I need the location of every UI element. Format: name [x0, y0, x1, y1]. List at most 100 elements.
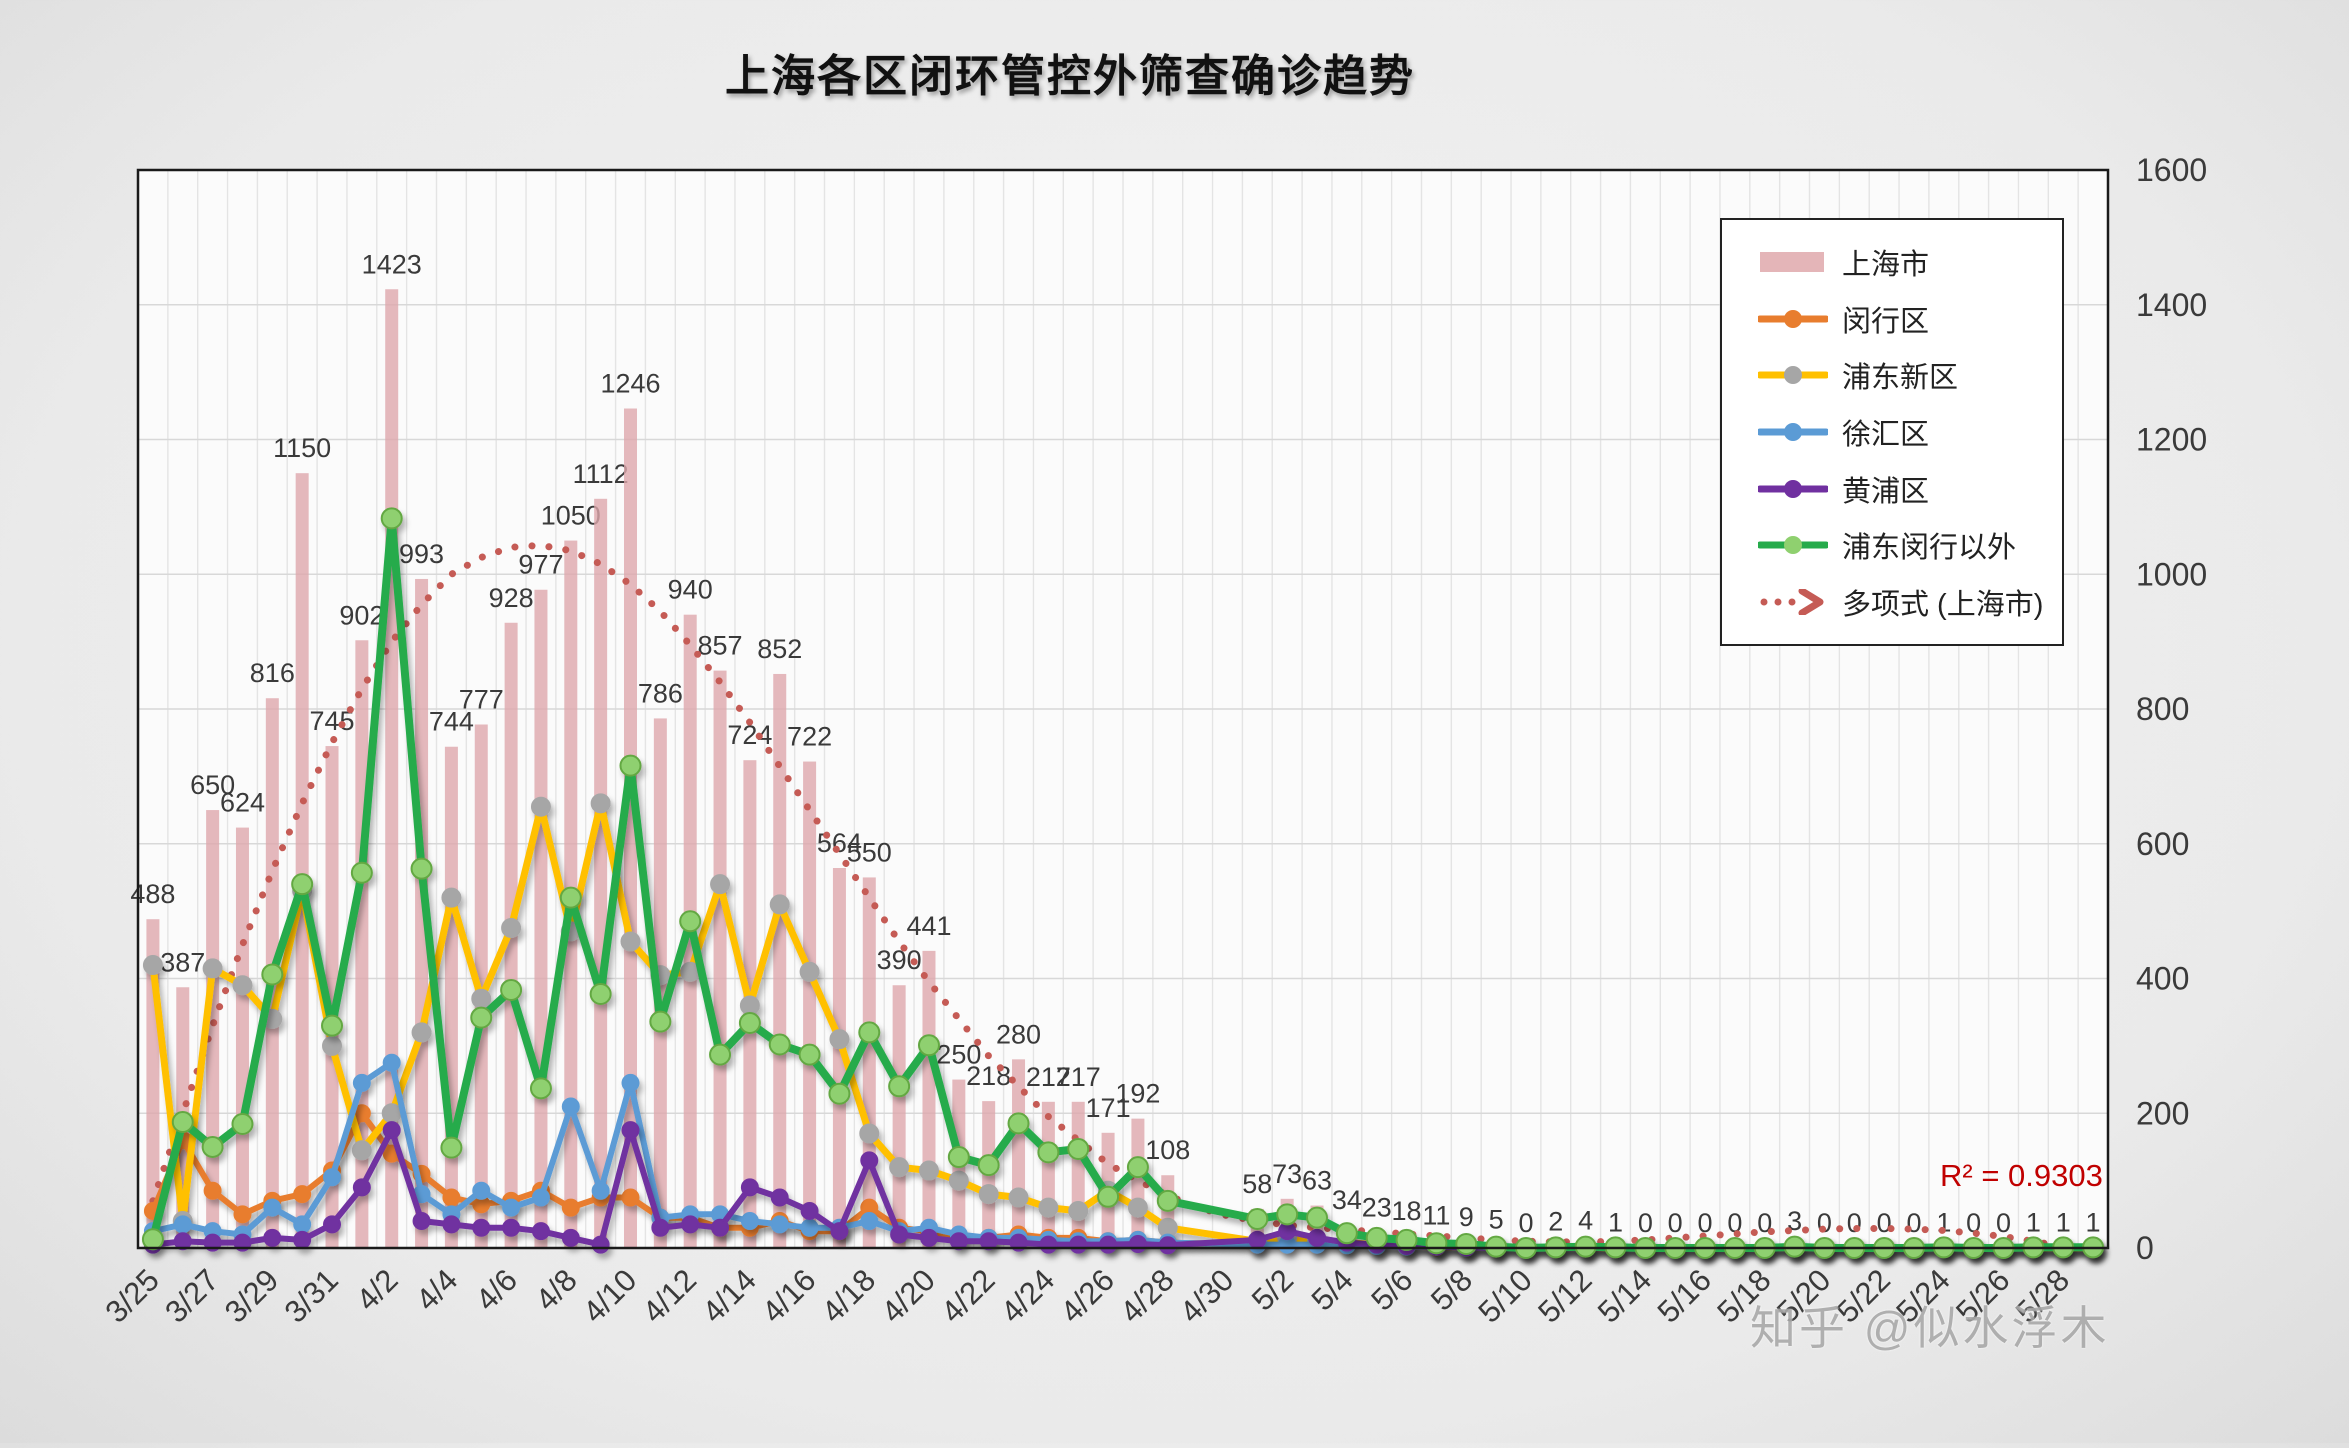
data-point [202, 958, 223, 979]
x-tick-label: 5/16 [1651, 1262, 1718, 1329]
data-point [979, 1232, 998, 1251]
data-point [380, 507, 403, 530]
data-point [501, 917, 522, 938]
y-tick-label: 600 [2136, 826, 2189, 862]
bar [922, 950, 936, 1248]
data-point [1068, 1200, 1089, 1221]
x-tick-label: 3/31 [278, 1262, 345, 1329]
bar-value-label: 280 [996, 1019, 1041, 1049]
bar-value-label: 250 [936, 1040, 981, 1070]
data-point [770, 1215, 789, 1234]
bar-value-label: 0 [1638, 1208, 1653, 1238]
bar-value-label: 5 [1489, 1205, 1504, 1235]
bar-value-label: 0 [1847, 1208, 1862, 1238]
x-tick-label: 5/4 [1305, 1262, 1360, 1317]
y-tick-label: 1600 [2136, 152, 2207, 188]
bar-value-label: 993 [399, 539, 444, 569]
bar-value-label: 1 [2026, 1207, 2041, 1237]
data-point [918, 1160, 939, 1181]
data-point [589, 982, 612, 1005]
bar [325, 746, 339, 1248]
y-tick-label: 1400 [2136, 287, 2207, 323]
x-tick-label: 5/12 [1531, 1262, 1598, 1329]
y-tick-label: 1200 [2136, 422, 2207, 458]
legend-item-minhang: 闵行区 [1758, 298, 2062, 340]
data-point [529, 1077, 552, 1100]
data-point [621, 1188, 640, 1207]
legend-item-huangpu: 黄浦区 [1758, 468, 2062, 510]
bar-value-label: 1112 [573, 459, 629, 489]
data-point [590, 793, 611, 814]
data-point [949, 1232, 968, 1251]
legend-item-pudong: 浦东新区 [1758, 354, 2062, 396]
data-point [231, 1113, 254, 1136]
bar-value-label: 977 [518, 550, 563, 580]
data-point [173, 1232, 192, 1251]
data-point [889, 1157, 910, 1178]
bar-value-label: 777 [459, 684, 504, 714]
data-point [442, 1188, 461, 1207]
data-point [232, 975, 253, 996]
bar-value-label: 0 [1877, 1208, 1892, 1238]
bar [235, 827, 249, 1248]
data-point [978, 1184, 999, 1205]
bar-value-label: 650 [190, 770, 235, 800]
data-point [410, 857, 433, 880]
data-point [1278, 1222, 1297, 1241]
bar-value-label: 857 [698, 631, 743, 661]
x-tick-label: 3/29 [218, 1262, 285, 1329]
data-point [620, 931, 641, 952]
bar [862, 877, 876, 1248]
y-axis-labels: 0 200 400 600 800 1000 1200 1400 1600 [2136, 152, 2207, 1266]
bar-value-label: 217 [1056, 1062, 1101, 1092]
x-tick-label: 3/27 [158, 1262, 225, 1329]
data-point [1037, 1141, 1060, 1164]
data-point [440, 1136, 463, 1159]
data-point [263, 1228, 282, 1247]
data-point [890, 1225, 909, 1244]
data-point [1127, 1197, 1148, 1218]
y-tick-label: 400 [2136, 961, 2189, 997]
data-point [442, 1215, 461, 1234]
data-point [947, 1146, 970, 1169]
data-point [561, 1097, 580, 1116]
legend-label: 浦东新区 [1842, 362, 1959, 395]
bar-value-label: 0 [1817, 1208, 1832, 1238]
bar-value-label: 218 [966, 1061, 1011, 1091]
data-point [621, 1121, 640, 1140]
data-point [559, 886, 582, 909]
data-point [323, 1215, 342, 1234]
line-swatch-icon [1758, 309, 1828, 328]
x-tick-label: 4/8 [529, 1262, 584, 1317]
data-point [621, 1073, 640, 1092]
bar-value-label: 18 [1392, 1196, 1422, 1226]
bar-value-label: 58 [1242, 1169, 1272, 1199]
y-tick-label: 200 [2136, 1095, 2189, 1131]
bar [415, 578, 429, 1248]
x-tick-label: 4/28 [1113, 1262, 1180, 1329]
plot-border [136, 168, 2110, 1250]
data-point [1485, 1235, 1508, 1258]
data-point [709, 1043, 732, 1066]
bar-value-label: 0 [1906, 1208, 1921, 1238]
data-point [352, 1178, 371, 1197]
bar-value-label: 0 [1996, 1208, 2011, 1238]
legend-label: 浦东闵行以外 [1842, 532, 2017, 565]
bar [832, 868, 846, 1248]
data-point [141, 1228, 164, 1251]
x-tick-label: 4/6 [469, 1262, 524, 1317]
data-point [293, 1230, 312, 1249]
bar-value-label: 624 [220, 788, 265, 818]
data-point [591, 1181, 610, 1200]
bar-value-label: 63 [1302, 1166, 1332, 1196]
data-point [472, 1181, 491, 1200]
bar [1012, 1059, 1026, 1248]
chart-title: 上海各区闭环管控外筛查确诊趋势 [725, 52, 1415, 101]
data-point [382, 1121, 401, 1140]
legend-label: 徐汇区 [1842, 418, 1930, 451]
bar-value-label: 722 [787, 722, 832, 752]
line-swatch-icon [1758, 479, 1828, 498]
data-point [171, 1111, 194, 1134]
bar-value-label: 4 [1578, 1205, 1593, 1235]
